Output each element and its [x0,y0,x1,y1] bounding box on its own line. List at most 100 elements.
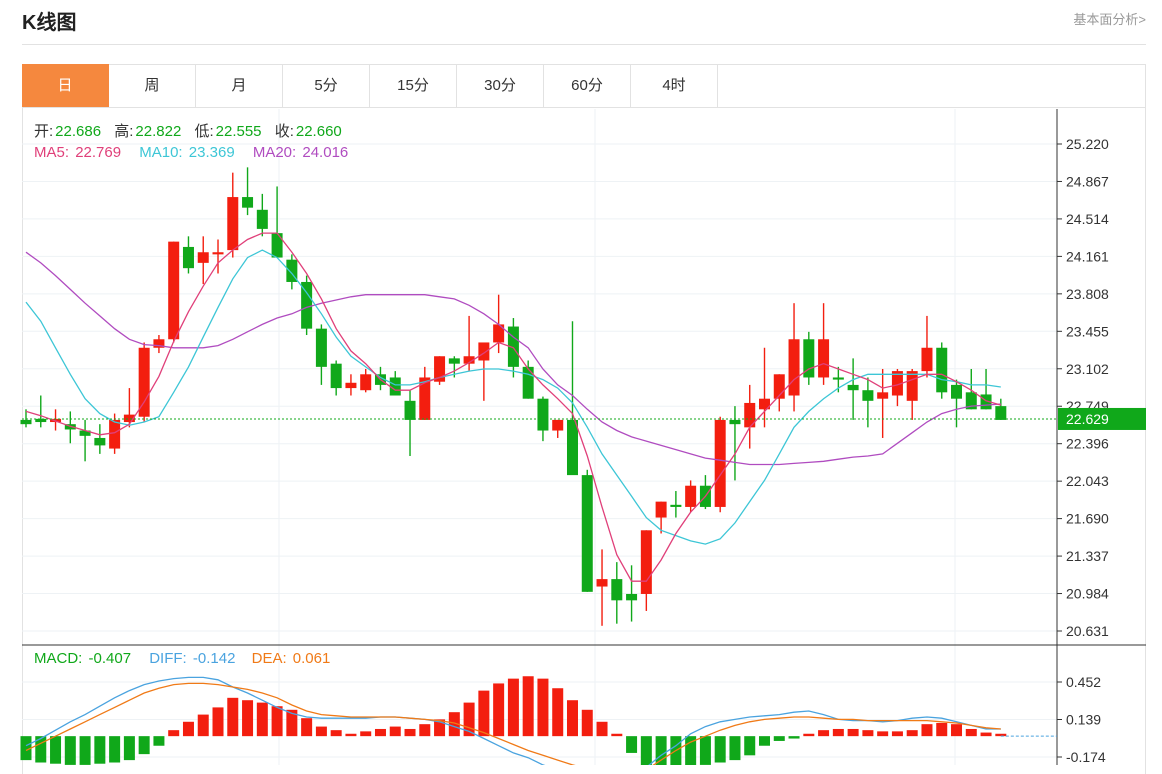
macd-bar [936,722,948,737]
macd-bar [626,736,638,753]
candle-body [227,197,239,251]
price-tick-label: 22.043 [1066,473,1109,489]
candle [168,241,180,343]
candle [921,315,933,378]
open-value: 22.686 [55,123,102,140]
candle [626,565,638,622]
macd-bar [640,736,652,765]
candle [242,167,254,216]
candle-body [773,374,785,399]
candle-body [759,398,770,410]
candle [744,384,756,449]
high-label: 高: [114,123,134,140]
tab-5min[interactable]: 5分 [283,64,370,107]
candle [138,342,150,423]
candle [182,236,194,274]
candle [212,239,224,274]
candle [522,360,534,399]
candle [315,324,327,385]
ma5-label: MA5: [34,144,74,161]
price-tick-label: 24.161 [1066,248,1109,264]
price-tick-label: 24.514 [1066,211,1109,227]
macd-bar [537,678,549,737]
macd-bar [360,731,372,737]
macd-bar [759,736,770,746]
diff-label: DIFF: [149,650,191,667]
macd-bar [507,678,519,737]
tab-month[interactable]: 月 [196,64,283,107]
candle-body [788,339,800,396]
macd-bar [64,736,76,765]
candle-body [301,281,313,329]
macd-bar [478,690,490,737]
candle-body [315,328,327,367]
macd-value: -0.407 [88,650,132,667]
candle-body [626,593,638,601]
macd-bar [242,700,254,737]
candle [153,335,165,354]
macd-bar [951,724,963,737]
candle-body [360,374,372,391]
ma5-value: 22.769 [75,144,122,161]
candle-body [345,382,357,389]
macd-bar [463,702,475,737]
ma10-label: MA10: [139,144,187,161]
candle [271,186,283,258]
macd-bar [138,736,150,755]
macd-bar [493,683,505,737]
macd-bar [35,736,47,763]
candle [640,530,652,611]
candle-body [965,392,977,410]
fundamentals-link[interactable]: 基本面分析> [1073,12,1146,27]
candle-body [995,406,1007,420]
ma5-line [25,232,1001,582]
tab-30min[interactable]: 30分 [457,64,544,107]
macd-bar [419,724,431,737]
candle-body [936,347,948,393]
candle [109,413,121,454]
macd-bar [434,719,446,737]
candle [286,254,298,290]
candle [389,371,401,396]
tab-4hour[interactable]: 4时 [631,64,718,107]
macd-bar [404,728,416,737]
candle [256,193,268,237]
candle [79,419,91,462]
candle [404,390,416,457]
candle [995,398,1007,420]
dea-line [25,682,1001,765]
grid-lines [22,109,1057,765]
candle-body [109,419,121,449]
candle-body [877,392,889,399]
tab-week[interactable]: 周 [109,64,196,107]
candle-body [182,246,194,269]
macd-bar [877,731,889,737]
macd-bar [818,730,830,737]
candle [685,480,697,513]
last-price-badge [1058,407,1146,430]
price-tick-label: 23.455 [1066,323,1109,339]
ma20-line [25,251,1001,466]
low-value: 22.555 [215,123,262,140]
candle-body [271,233,283,258]
candle-body [611,579,623,601]
macd-bar [832,728,844,737]
macd-bar [79,736,91,765]
macd-bar [448,712,460,737]
candle-body [862,390,874,401]
macd-bar [271,706,283,737]
macd-bar [611,733,623,737]
candle [35,395,47,428]
candle-body [537,398,549,431]
candle [655,501,667,534]
tab-60min[interactable]: 60分 [544,64,631,107]
candle [345,374,357,396]
tab-day[interactable]: 日 [22,64,109,107]
candle-body [138,347,150,417]
tab-15min[interactable]: 15分 [370,64,457,107]
macd-bar [862,730,874,737]
candle [596,549,608,626]
close-label: 收: [274,123,294,140]
candle [759,347,770,428]
